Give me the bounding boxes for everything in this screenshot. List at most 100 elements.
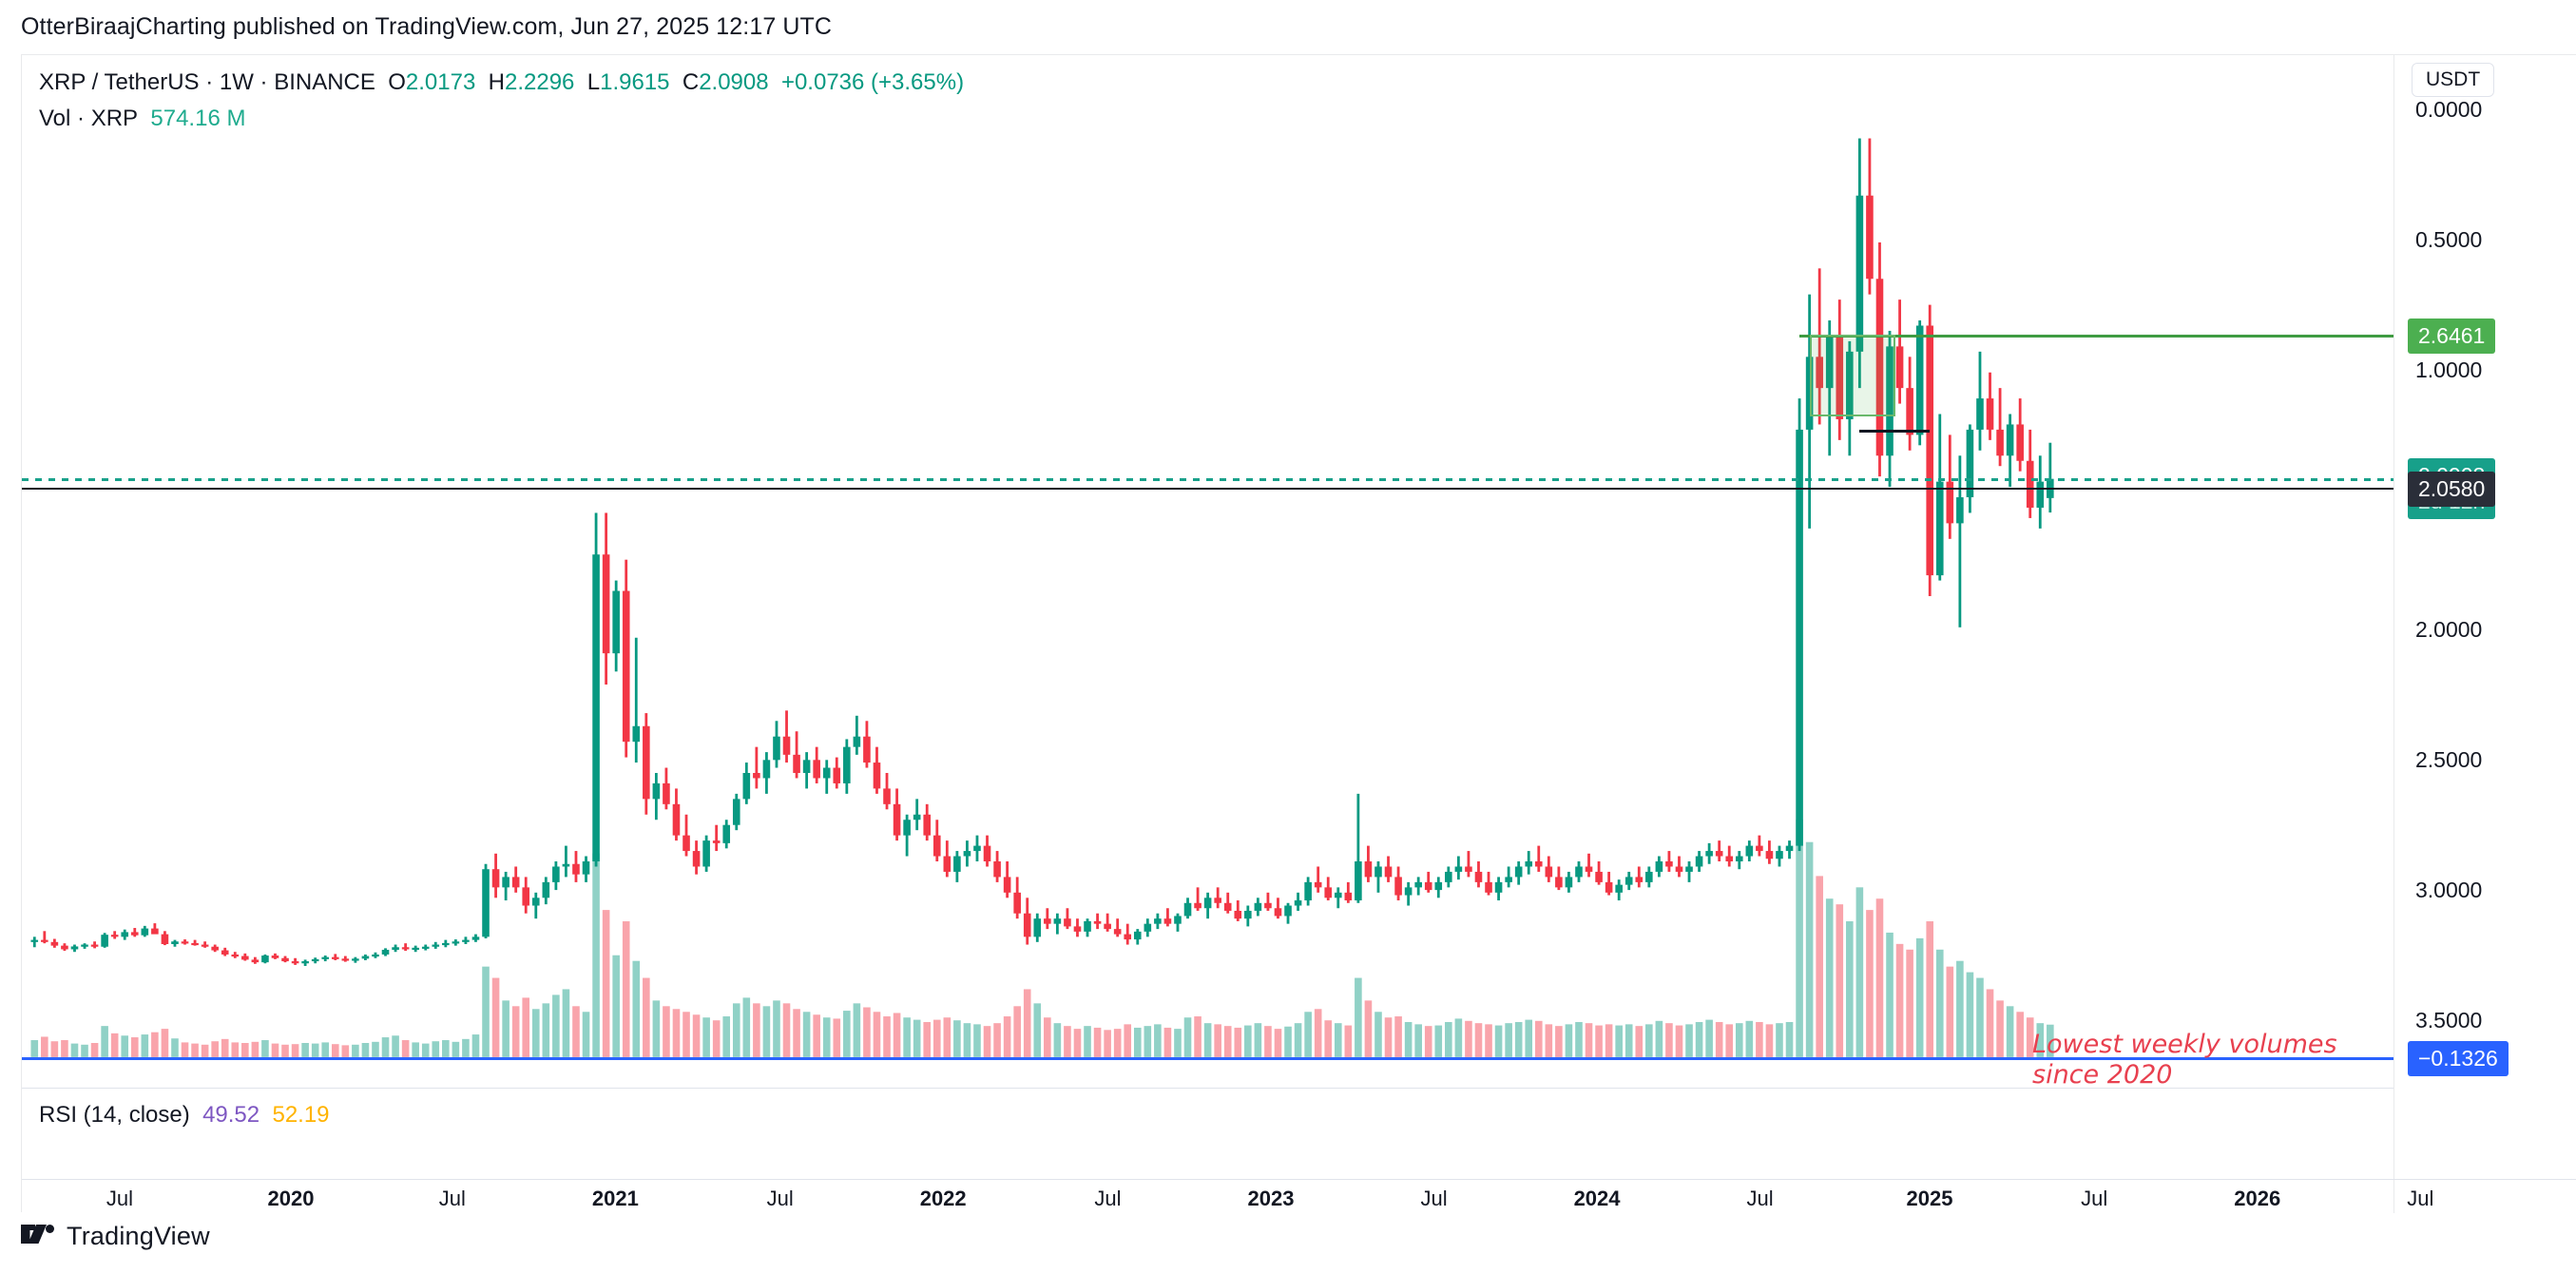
volume-bar xyxy=(1735,1023,1743,1057)
candle-body xyxy=(1534,861,1543,867)
volume-bar xyxy=(1685,1024,1693,1057)
time-axis[interactable]: Jul 2020 Jul 2021 Jul 2022 Jul 2023 Jul 2024 Jul 20… xyxy=(22,1179,2576,1213)
change-percent: (+3.65%) xyxy=(871,69,965,95)
candlestick-plot-area[interactable] xyxy=(22,55,2393,1088)
volume-bar xyxy=(522,997,530,1057)
candle-body xyxy=(281,957,289,962)
open-label: O xyxy=(388,69,406,95)
candle-body xyxy=(1485,881,1492,893)
candle-body xyxy=(1445,871,1452,882)
price-axis[interactable]: USDT 3.50003.00002.50002.00001.50001.000… xyxy=(2393,55,2576,1213)
volume-baseline-tag[interactable]: −0.1326 xyxy=(2408,1040,2509,1076)
candle-body xyxy=(2006,424,2014,456)
volume-bar xyxy=(1846,921,1854,1057)
volume-bar xyxy=(1384,1017,1393,1057)
volume-bar xyxy=(1113,1029,1122,1057)
volume-bar xyxy=(1404,1021,1413,1057)
volume-bar xyxy=(110,1033,119,1057)
volume-bar xyxy=(1183,1017,1192,1057)
candle-body xyxy=(652,782,661,800)
candle-body xyxy=(531,898,540,906)
volume-bar xyxy=(1745,1020,1754,1057)
candle-body xyxy=(1375,866,1382,878)
prev-close-tag[interactable]: 2.0580 xyxy=(2408,471,2496,507)
volume-bar xyxy=(722,1016,731,1057)
volume-bar xyxy=(602,910,610,1057)
volume-bar xyxy=(1234,1027,1242,1057)
legend-volume-row[interactable]: Vol · XRP 574.16 M xyxy=(39,103,964,135)
close-label: C xyxy=(682,69,700,95)
candle-body xyxy=(1214,898,1221,903)
candle-body xyxy=(201,944,209,947)
candle-body xyxy=(101,935,108,947)
candle-body xyxy=(663,782,670,804)
candle-body xyxy=(331,956,339,959)
candle-body xyxy=(753,773,760,779)
candle-body xyxy=(1585,866,1593,872)
volume-bar xyxy=(953,1020,961,1057)
volume-bar xyxy=(682,1012,690,1057)
candle-body xyxy=(141,928,149,936)
candle-body xyxy=(1756,845,1763,852)
candle-body xyxy=(1966,429,1974,498)
candle-body xyxy=(923,814,932,836)
volume-bar xyxy=(1565,1024,1573,1057)
candle-wick xyxy=(1105,913,1109,932)
resistance-tag[interactable]: 2.6461 xyxy=(2408,318,2496,354)
legend-symbol-row[interactable]: XRP / TetherUS · 1W · BINANCE O2.0173 H2… xyxy=(39,67,964,99)
candle-body xyxy=(813,760,820,779)
volume-bar xyxy=(261,1040,269,1057)
volume-bar xyxy=(1223,1026,1232,1057)
price-pane[interactable]: XRP / TetherUS · 1W · BINANCE O2.0173 H2… xyxy=(22,55,2393,1088)
volume-bar xyxy=(502,1000,509,1057)
volume-bar xyxy=(151,1032,159,1057)
volume-bar xyxy=(1304,1012,1312,1057)
volume-bar xyxy=(1966,972,1974,1057)
volume-bar xyxy=(1605,1024,1613,1057)
candle-body xyxy=(1956,497,1964,524)
candle-body xyxy=(1595,871,1603,882)
candle-body xyxy=(1163,918,1172,924)
candle-body xyxy=(1665,861,1673,867)
volume-bar xyxy=(1695,1021,1703,1057)
candle-body xyxy=(712,840,721,843)
candle-body xyxy=(1565,877,1573,888)
volume-bar xyxy=(1244,1025,1252,1057)
candle-body xyxy=(1274,908,1282,917)
candle-body xyxy=(421,946,430,949)
candle-body xyxy=(993,861,1001,878)
legend-symbol[interactable]: XRP / TetherUS xyxy=(39,69,200,95)
volume-bar xyxy=(1274,1029,1282,1057)
volume-bar xyxy=(883,1016,891,1057)
candle-body xyxy=(1525,861,1533,867)
rsi-legend[interactable]: RSI (14, close) 49.52 52.19 xyxy=(39,1102,330,1129)
rsi-pane[interactable]: RSI (14, close) 49.52 52.19 xyxy=(22,1088,2393,1179)
candle-body xyxy=(1104,923,1111,930)
mini-level-line[interactable] xyxy=(1859,429,1931,433)
volume-bar xyxy=(141,1034,149,1057)
volume-bar xyxy=(372,1041,379,1057)
candle-body xyxy=(692,851,701,867)
candle-body xyxy=(822,767,831,779)
candle-body xyxy=(1846,351,1854,419)
candle-body xyxy=(1825,336,1834,389)
candle-body xyxy=(1254,902,1262,911)
candle-body xyxy=(1013,892,1021,914)
candle-body xyxy=(913,814,921,820)
high-value: 2.2296 xyxy=(504,69,575,95)
candle-body xyxy=(1986,398,1994,430)
volume-bar xyxy=(1635,1026,1644,1057)
legend-interval[interactable]: 1W xyxy=(219,69,254,95)
candle-body xyxy=(1304,881,1312,901)
annotation-lowest-volumes[interactable]: Lowest weekly volumes since 2020 xyxy=(2032,1030,2337,1088)
candle-wick xyxy=(2048,442,2052,513)
volume-bar xyxy=(341,1045,350,1057)
volume-bar xyxy=(562,989,570,1057)
volume-bar xyxy=(1765,1024,1774,1057)
axis-currency-badge[interactable]: USDT xyxy=(2412,63,2495,97)
candle-body xyxy=(361,956,370,959)
candle-body xyxy=(542,881,550,898)
volume-bar xyxy=(1866,910,1874,1057)
supply-zone-box[interactable] xyxy=(1809,334,1896,417)
resistance-line[interactable] xyxy=(1799,334,2393,338)
